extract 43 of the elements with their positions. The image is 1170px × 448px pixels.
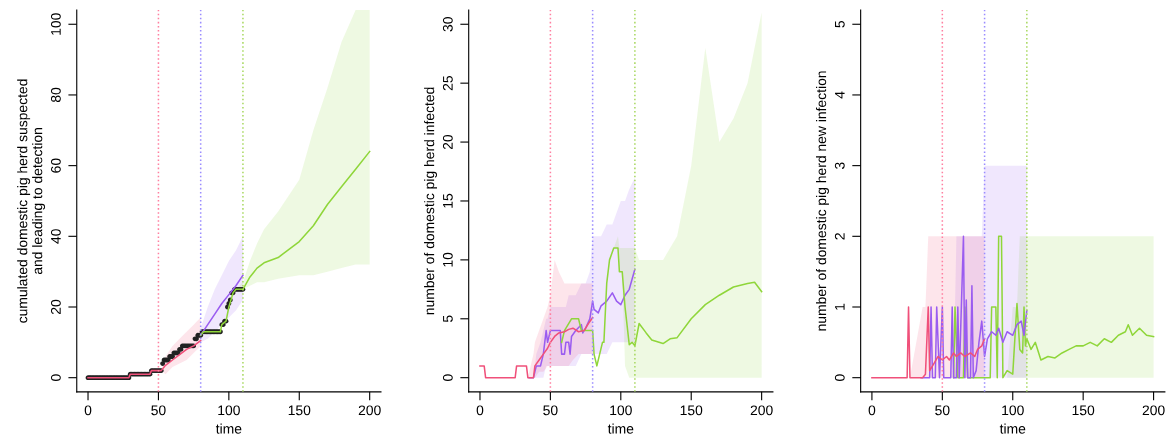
x-axis-title: time <box>999 423 1026 434</box>
y-axis-title: cumulated domestic pig herd suspected and leading to detection <box>17 79 46 323</box>
y-tick-label: 0 <box>50 374 61 381</box>
y-tick-label: 10 <box>442 252 453 267</box>
y-tick-label: 20 <box>442 134 453 150</box>
y-tick-label: 15 <box>443 193 453 208</box>
x-tick-label: 50 <box>935 405 950 416</box>
y-tick-label: 40 <box>50 229 61 244</box>
line-series <box>479 316 594 379</box>
x-tick-label: 100 <box>610 405 632 416</box>
x-axis-title: time <box>215 423 242 434</box>
y-tick-label: 60 <box>50 158 61 173</box>
y-axis-title: number of domestic pig herd infected <box>424 87 437 315</box>
y-tick-label: 1 <box>835 303 845 310</box>
y-tick-label: 0 <box>442 374 453 381</box>
x-tick-label: 50 <box>151 405 166 416</box>
y-tick-label: 2 <box>834 233 845 240</box>
y-tick-label: 0 <box>834 374 845 381</box>
x-tick-label: 0 <box>868 405 876 416</box>
x-tick-label: 0 <box>476 405 484 416</box>
line-series <box>871 306 986 379</box>
y-axis-title: number of domestic pig herd new infection <box>816 71 829 331</box>
x-tick-label: 200 <box>750 405 773 416</box>
x-tick-label: 100 <box>1002 405 1024 416</box>
y-tick-label: 100 <box>50 13 61 35</box>
y-tick-label: 4 <box>835 91 845 99</box>
x-tick-label: 100 <box>218 405 240 416</box>
y-tick-label: 3 <box>834 162 845 169</box>
y-tick-label: 80 <box>50 87 61 103</box>
x-tick-label: 200 <box>1142 405 1165 416</box>
line-series <box>560 247 763 367</box>
y-tick-label: 30 <box>442 17 453 32</box>
x-tick-label: 50 <box>543 405 558 416</box>
x-tick-label: 200 <box>358 405 381 416</box>
x-tick-label: 150 <box>1072 405 1095 416</box>
y-tick-label: 5 <box>443 315 453 323</box>
y-tick-label: 20 <box>50 299 61 315</box>
x-axis-title: time <box>607 423 634 434</box>
y-tick-label: 25 <box>442 76 453 91</box>
x-tick-label: 0 <box>84 405 92 416</box>
x-tick-label: 150 <box>288 405 311 416</box>
y-tick-label: 5 <box>835 20 845 28</box>
x-tick-label: 150 <box>680 405 703 416</box>
